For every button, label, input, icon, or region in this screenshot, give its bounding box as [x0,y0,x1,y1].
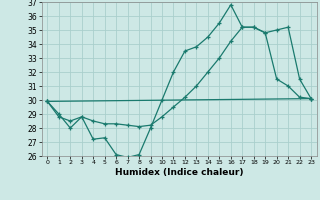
X-axis label: Humidex (Indice chaleur): Humidex (Indice chaleur) [115,168,244,177]
